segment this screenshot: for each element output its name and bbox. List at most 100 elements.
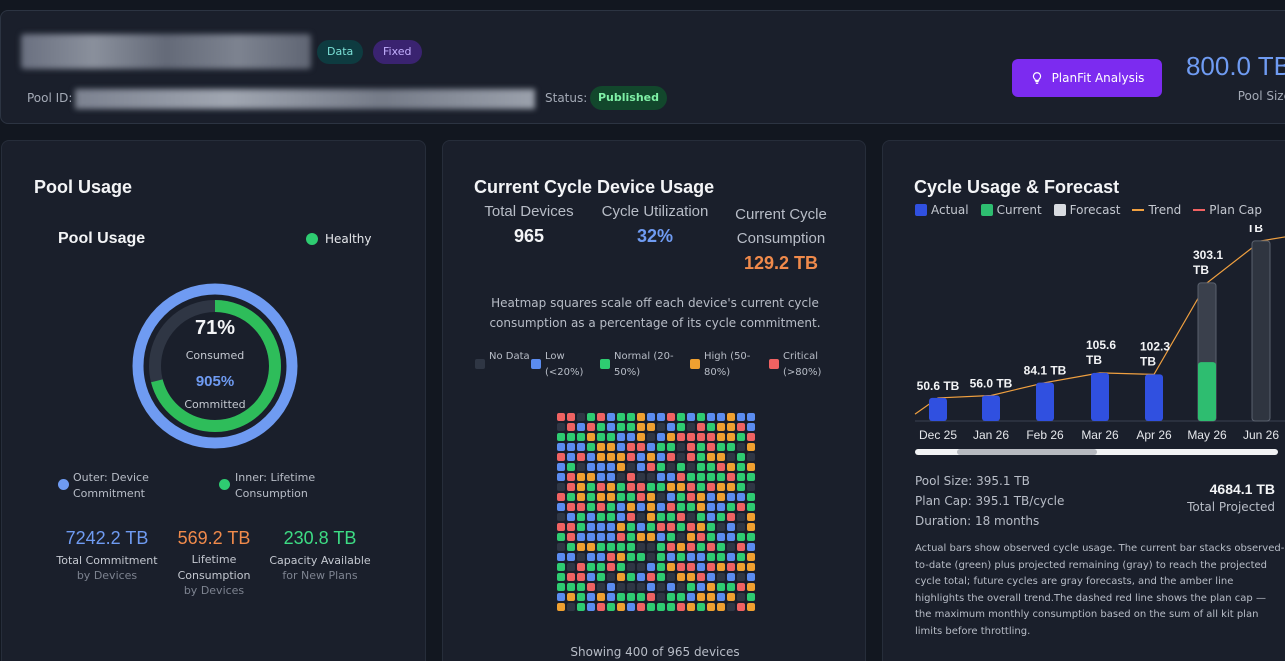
device-cell[interactable]	[727, 453, 735, 461]
device-cell[interactable]	[557, 473, 565, 481]
device-cell[interactable]	[747, 453, 755, 461]
device-cell[interactable]	[627, 583, 635, 591]
device-cell[interactable]	[747, 583, 755, 591]
device-cell[interactable]	[707, 563, 715, 571]
device-cell[interactable]	[667, 583, 675, 591]
device-cell[interactable]	[577, 443, 585, 451]
device-cell[interactable]	[557, 493, 565, 501]
device-cell[interactable]	[577, 563, 585, 571]
device-cell[interactable]	[707, 533, 715, 541]
device-cell[interactable]	[577, 593, 585, 601]
device-cell[interactable]	[687, 413, 695, 421]
device-cell[interactable]	[687, 473, 695, 481]
device-cell[interactable]	[697, 553, 705, 561]
device-cell[interactable]	[607, 573, 615, 581]
device-cell[interactable]	[577, 493, 585, 501]
device-cell[interactable]	[687, 453, 695, 461]
device-cell[interactable]	[707, 443, 715, 451]
device-cell[interactable]	[667, 513, 675, 521]
device-cell[interactable]	[747, 483, 755, 491]
device-cell[interactable]	[557, 553, 565, 561]
device-cell[interactable]	[687, 513, 695, 521]
device-cell[interactable]	[607, 413, 615, 421]
device-cell[interactable]	[677, 593, 685, 601]
device-cell[interactable]	[727, 493, 735, 501]
device-cell[interactable]	[617, 573, 625, 581]
device-cell[interactable]	[597, 593, 605, 601]
device-cell[interactable]	[707, 433, 715, 441]
device-cell[interactable]	[717, 433, 725, 441]
device-cell[interactable]	[647, 423, 655, 431]
device-cell[interactable]	[637, 423, 645, 431]
device-cell[interactable]	[737, 603, 745, 611]
device-cell[interactable]	[717, 413, 725, 421]
device-cell[interactable]	[597, 533, 605, 541]
device-cell[interactable]	[697, 413, 705, 421]
device-cell[interactable]	[637, 543, 645, 551]
device-cell[interactable]	[587, 563, 595, 571]
device-cell[interactable]	[707, 493, 715, 501]
device-cell[interactable]	[717, 503, 725, 511]
device-cell[interactable]	[587, 523, 595, 531]
device-cell[interactable]	[617, 483, 625, 491]
device-cell[interactable]	[567, 583, 575, 591]
device-cell[interactable]	[587, 463, 595, 471]
device-cell[interactable]	[707, 583, 715, 591]
device-cell[interactable]	[577, 433, 585, 441]
device-cell[interactable]	[637, 603, 645, 611]
device-cell[interactable]	[637, 513, 645, 521]
device-cell[interactable]	[667, 523, 675, 531]
device-cell[interactable]	[627, 593, 635, 601]
device-cell[interactable]	[667, 503, 675, 511]
device-cell[interactable]	[627, 423, 635, 431]
device-cell[interactable]	[587, 603, 595, 611]
device-cell[interactable]	[577, 573, 585, 581]
device-cell[interactable]	[677, 583, 685, 591]
device-cell[interactable]	[597, 493, 605, 501]
device-cell[interactable]	[707, 513, 715, 521]
device-cell[interactable]	[717, 463, 725, 471]
device-cell[interactable]	[737, 433, 745, 441]
device-cell[interactable]	[617, 513, 625, 521]
device-cell[interactable]	[647, 433, 655, 441]
device-cell[interactable]	[687, 493, 695, 501]
device-cell[interactable]	[567, 513, 575, 521]
device-cell[interactable]	[687, 583, 695, 591]
device-cell[interactable]	[747, 593, 755, 601]
device-cell[interactable]	[597, 423, 605, 431]
device-cell[interactable]	[687, 463, 695, 471]
device-cell[interactable]	[677, 603, 685, 611]
device-cell[interactable]	[617, 533, 625, 541]
device-cell[interactable]	[597, 573, 605, 581]
device-cell[interactable]	[657, 513, 665, 521]
device-cell[interactable]	[567, 433, 575, 441]
device-cell[interactable]	[567, 473, 575, 481]
device-cell[interactable]	[657, 413, 665, 421]
device-cell[interactable]	[597, 543, 605, 551]
device-cell[interactable]	[747, 563, 755, 571]
device-cell[interactable]	[647, 503, 655, 511]
device-cell[interactable]	[557, 413, 565, 421]
device-cell[interactable]	[557, 423, 565, 431]
device-cell[interactable]	[677, 493, 685, 501]
device-cell[interactable]	[667, 603, 675, 611]
device-cell[interactable]	[637, 573, 645, 581]
device-cell[interactable]	[567, 503, 575, 511]
device-cell[interactable]	[667, 543, 675, 551]
device-cell[interactable]	[727, 463, 735, 471]
planfit-analysis-button[interactable]: PlanFit Analysis	[1012, 59, 1162, 97]
device-cell[interactable]	[577, 523, 585, 531]
device-cell[interactable]	[627, 453, 635, 461]
device-cell[interactable]	[727, 443, 735, 451]
device-cell[interactable]	[647, 583, 655, 591]
device-cell[interactable]	[587, 533, 595, 541]
device-cell[interactable]	[607, 523, 615, 531]
device-cell[interactable]	[637, 583, 645, 591]
device-cell[interactable]	[617, 523, 625, 531]
device-cell[interactable]	[677, 573, 685, 581]
device-cell[interactable]	[587, 413, 595, 421]
device-cell[interactable]	[727, 433, 735, 441]
device-cell[interactable]	[607, 423, 615, 431]
device-cell[interactable]	[597, 603, 605, 611]
device-cell[interactable]	[657, 583, 665, 591]
